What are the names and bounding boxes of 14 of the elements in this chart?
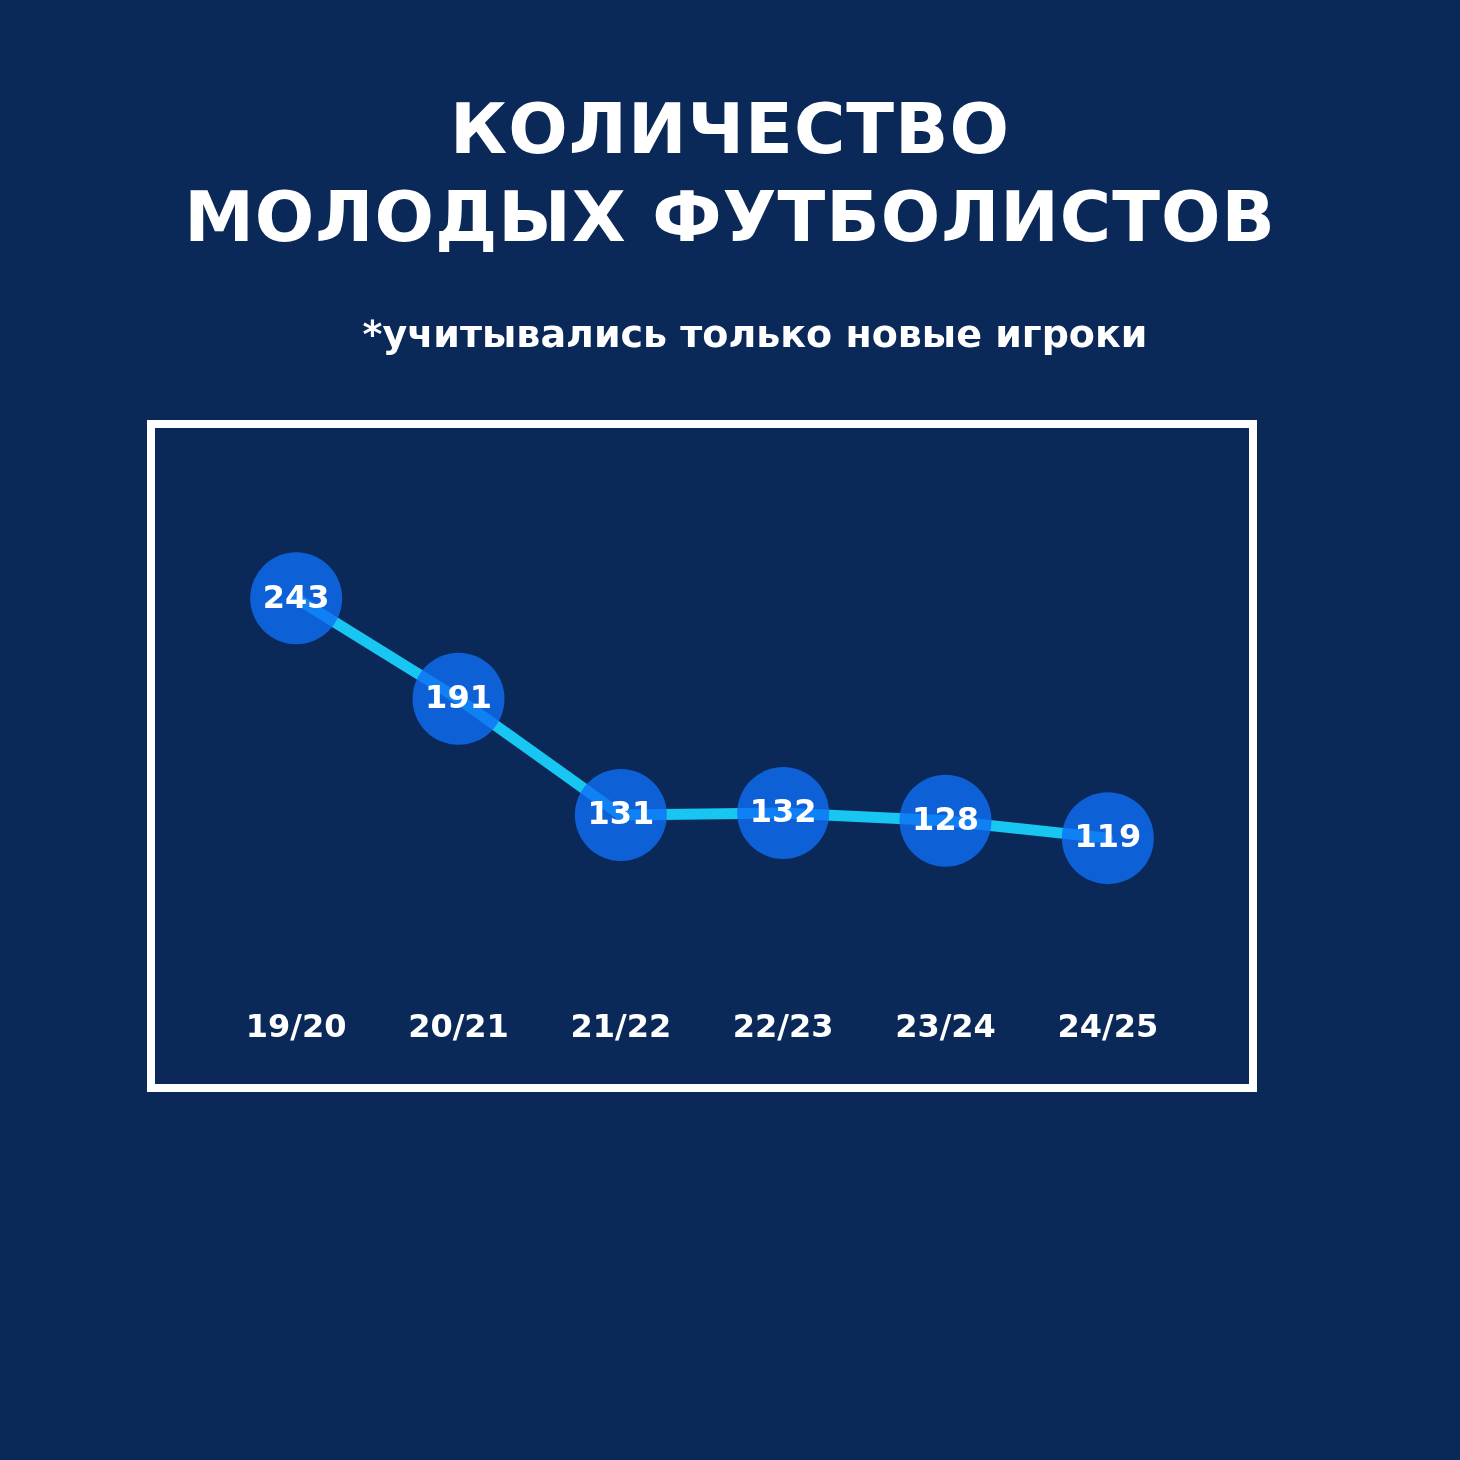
data-label: 128 [912, 800, 979, 839]
x-tick-label: 24/25 [1057, 1007, 1159, 1046]
x-tick-label: 23/24 [895, 1007, 996, 1046]
chart-title: КОЛИЧЕСТВО МОЛОДЫХ ФУТБОЛИСТОВ [183, 87, 1277, 260]
data-label: 132 [749, 792, 817, 831]
data-label: 191 [425, 678, 492, 717]
x-tick-label: 21/22 [570, 1007, 672, 1046]
chart-subtitle: *учитывались только новые игроки [361, 312, 1149, 356]
x-tick-label: 20/21 [408, 1007, 509, 1046]
x-tick-label: 19/20 [245, 1007, 347, 1046]
data-label: 243 [262, 577, 330, 616]
data-label: 119 [1074, 817, 1142, 856]
x-tick-label: 22/23 [732, 1007, 834, 1046]
data-label: 131 [587, 794, 655, 833]
